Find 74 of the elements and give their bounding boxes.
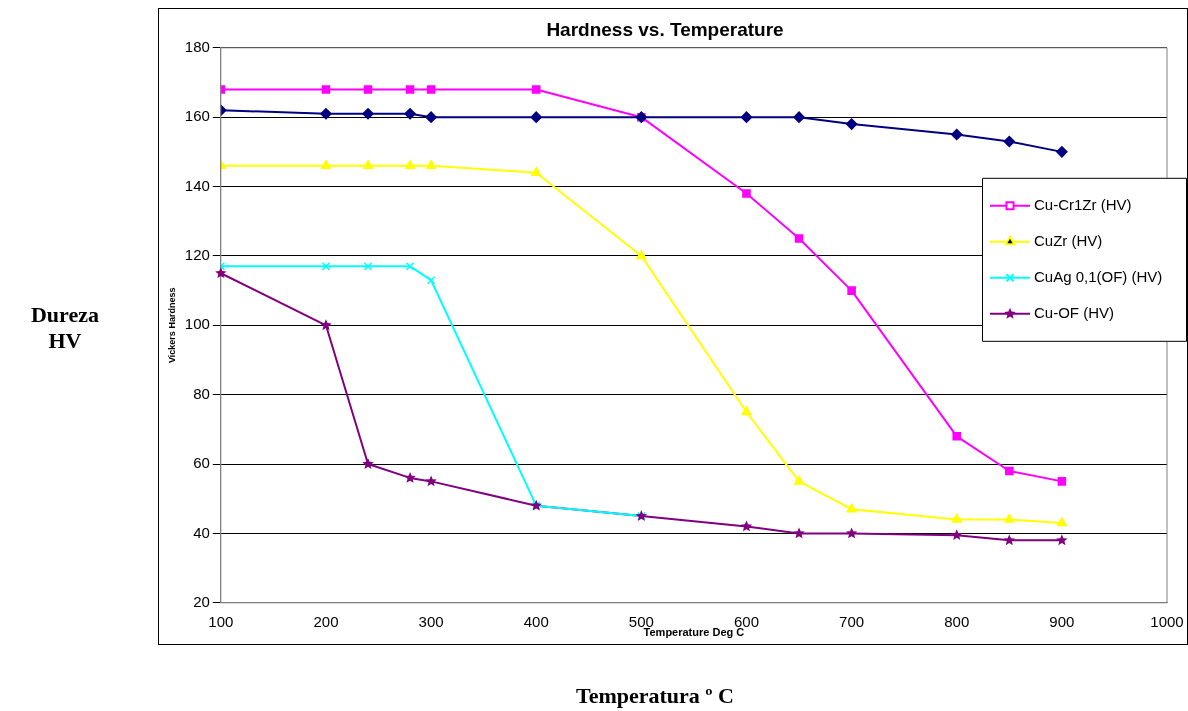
point [362, 107, 374, 120]
point [742, 189, 751, 198]
point [740, 520, 753, 532]
legend-label: Cu-OF (HV) [1034, 303, 1114, 321]
y-tick-label: 80 [193, 384, 210, 402]
y-tick-label: 160 [184, 107, 210, 125]
point [636, 250, 647, 260]
point [793, 111, 805, 123]
point [426, 159, 437, 169]
point [531, 166, 542, 176]
x-tick-label: 900 [1049, 612, 1075, 630]
point [1056, 517, 1067, 527]
point [320, 107, 332, 120]
y-tick-label: 40 [193, 523, 210, 541]
point [951, 529, 963, 541]
point [425, 111, 437, 123]
y-tick-label: 100 [184, 315, 210, 333]
y-tick-label: 60 [193, 454, 210, 472]
point [321, 85, 331, 94]
point [363, 85, 373, 94]
point [404, 471, 416, 483]
point [951, 513, 962, 523]
point [531, 85, 541, 94]
legend-label: CuZr (HV) [1034, 231, 1103, 249]
x-tick-label: 100 [208, 612, 234, 630]
point [530, 111, 542, 123]
point [793, 527, 805, 539]
x-tick-label: 800 [944, 612, 970, 630]
point [425, 475, 437, 487]
legend-label: CuAg 0,1(OF) (HV) [1034, 267, 1163, 285]
point [952, 432, 962, 441]
point [405, 85, 415, 94]
point [740, 111, 753, 123]
x-tick-label: 700 [839, 612, 865, 630]
x-tick-label: 200 [313, 612, 339, 630]
point [846, 503, 857, 513]
point [845, 118, 858, 130]
point [426, 85, 436, 94]
point [1005, 466, 1014, 476]
point [1056, 534, 1068, 546]
point [793, 475, 805, 485]
point [794, 234, 804, 243]
point [215, 267, 227, 279]
point [847, 286, 856, 295]
point [1003, 135, 1016, 148]
y-tick-label: 20 [193, 592, 210, 610]
point [320, 159, 332, 169]
point [362, 458, 374, 469]
point [950, 128, 963, 141]
point [426, 275, 436, 285]
text: Temperatura º C [575, 683, 735, 709]
y-tick-label: 140 [184, 176, 210, 194]
y-tick-label: 120 [184, 246, 210, 264]
legend-label: Cu-Cr1Zr (HV) [1034, 195, 1132, 213]
point [405, 262, 415, 271]
point [363, 262, 373, 271]
point [1057, 477, 1067, 486]
point [1056, 146, 1068, 158]
point [845, 527, 858, 539]
chart-title: Hardness vs. Temperature [546, 18, 784, 40]
y-axis-title: Vickers Hardness [166, 287, 177, 363]
point [321, 262, 331, 271]
point [1004, 513, 1015, 523]
x-tick-label: 400 [523, 612, 549, 630]
point [404, 159, 416, 169]
point [320, 319, 332, 331]
point [404, 107, 416, 120]
x-tick-label: 1000 [1150, 612, 1184, 630]
point [362, 159, 374, 169]
x-tick-label: 300 [418, 612, 444, 630]
text: Dureza HV [30, 302, 100, 354]
y-tick-label: 180 [184, 37, 210, 55]
point [1003, 534, 1016, 546]
point [741, 406, 752, 416]
